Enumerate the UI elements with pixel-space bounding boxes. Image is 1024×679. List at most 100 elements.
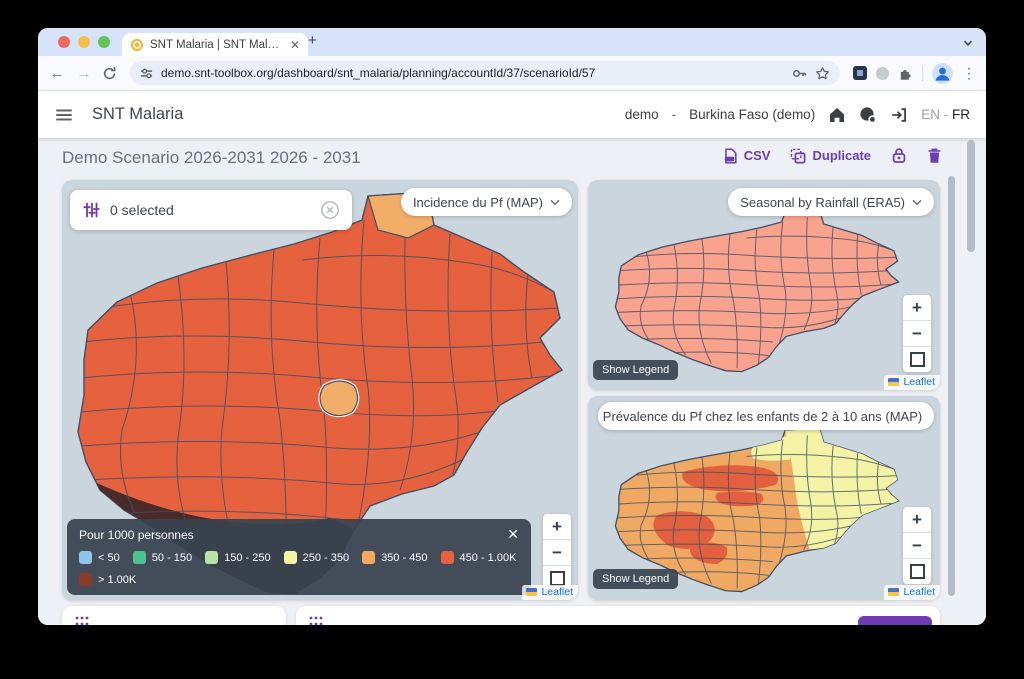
extensions-puzzle-icon[interactable]: [898, 66, 913, 81]
password-key-icon[interactable]: [792, 66, 807, 81]
language-switcher[interactable]: EN - FR: [921, 107, 970, 122]
delete-button[interactable]: [927, 147, 942, 164]
leaflet-link[interactable]: Leaflet: [903, 376, 935, 388]
tab-close-icon[interactable]: ✕: [289, 37, 300, 52]
ukraine-flag-icon: [888, 588, 900, 596]
show-legend-button[interactable]: Show Legend: [593, 569, 679, 589]
app-header: SNT Malaria demo - Burkina Faso (demo) E…: [38, 91, 986, 138]
zoom-out-button[interactable]: −: [543, 540, 571, 566]
legend-close-icon[interactable]: ✕: [507, 526, 519, 542]
zoom-extent-button[interactable]: [903, 347, 931, 372]
zoom-out-button[interactable]: −: [903, 533, 931, 559]
tab-search-chevron-icon[interactable]: [962, 36, 974, 54]
language-en[interactable]: EN: [921, 107, 940, 122]
new-tab-button[interactable]: +: [308, 32, 317, 49]
legend-item: < 50: [79, 551, 120, 564]
leaflet-link[interactable]: Leaflet: [541, 586, 573, 598]
filter-selected-count: 0 selected: [110, 202, 174, 218]
account-name: demo: [624, 107, 659, 122]
zoom-in-button[interactable]: +: [903, 295, 931, 321]
logout-icon[interactable]: [890, 106, 908, 124]
legend-item: 150 - 250: [205, 551, 271, 564]
drag-grid-icon[interactable]: [74, 615, 90, 625]
primary-action-button[interactable]: [858, 616, 932, 625]
map-card-prevalence: Prévalence du Pf chez les enfants de 2 à…: [588, 396, 940, 600]
account-separator: -: [671, 107, 677, 122]
macos-fullscreen-button[interactable]: [98, 36, 110, 48]
workspace-name: Burkina Faso (demo): [689, 107, 816, 122]
extent-square-icon: [909, 352, 925, 367]
chevron-down-icon: [912, 199, 922, 205]
layer-selector-seasonality[interactable]: Seasonal by Rainfall (ERA5): [728, 188, 934, 216]
globe-status-icon[interactable]: [859, 106, 877, 124]
trash-icon: [928, 148, 941, 163]
map-card-incidence: 0 selected Incidence du Pf (MAP) Pour 10…: [62, 180, 578, 600]
zoom-extent-button[interactable]: [903, 559, 931, 584]
export-csv-button[interactable]: CSV: [723, 147, 770, 164]
map-card-seasonality: Seasonal by Rainfall (ERA5) Show Legend …: [588, 180, 940, 390]
legend-item: > 1.00K: [79, 573, 136, 586]
extent-square-icon: [909, 564, 925, 579]
map-zoom-control: + −: [542, 513, 572, 592]
filter-tune-icon: [83, 202, 100, 218]
legend-item: 350 - 450: [362, 551, 428, 564]
org-unit-filter[interactable]: 0 selected: [70, 190, 352, 230]
zoom-in-button[interactable]: +: [543, 514, 571, 540]
bookmark-star-icon[interactable]: [815, 66, 830, 81]
ukraine-flag-icon: [526, 588, 538, 596]
url-text: demo.snt-toolbox.org/dashboard/snt_malar…: [161, 66, 596, 80]
lock-button[interactable]: [891, 147, 907, 164]
chevron-down-icon: [550, 199, 560, 205]
extension-icon[interactable]: [853, 66, 867, 80]
map-zoom-control: + −: [902, 506, 932, 585]
zoom-out-button[interactable]: −: [903, 321, 931, 347]
map-zoom-control: + −: [902, 294, 932, 373]
forward-button[interactable]: →: [76, 64, 92, 82]
layer-selector-incidence[interactable]: Incidence du Pf (MAP): [400, 188, 572, 216]
browser-menu-icon[interactable]: ⋮: [962, 64, 976, 81]
site-settings-icon[interactable]: [140, 67, 153, 80]
zoom-in-button[interactable]: +: [903, 507, 931, 533]
lock-icon: [892, 148, 906, 163]
csv-file-icon: [724, 147, 737, 164]
home-icon[interactable]: [828, 106, 846, 124]
extent-square-icon: [549, 571, 565, 586]
bottom-panel-left: [62, 606, 286, 625]
hamburger-menu-icon[interactable]: [54, 105, 74, 125]
duplicate-icon: [791, 148, 806, 163]
leaflet-attribution: Leaflet: [884, 585, 940, 600]
leaflet-link[interactable]: Leaflet: [903, 586, 935, 598]
filter-clear-button[interactable]: [320, 200, 340, 220]
content-scrollbar[interactable]: [948, 176, 955, 596]
browser-toolbar: ← → demo.snt-toolbox.org/dashboard/snt_m…: [38, 56, 986, 91]
macos-close-button[interactable]: [58, 36, 70, 48]
profile-avatar[interactable]: [932, 62, 953, 84]
ukraine-flag-icon: [888, 378, 900, 386]
favicon: [130, 38, 144, 51]
macos-minimize-button[interactable]: [78, 36, 90, 48]
extension-icon-disabled[interactable]: [876, 66, 889, 80]
app-title: SNT Malaria: [92, 105, 184, 123]
scenario-title: Demo Scenario 2026-2031 2026 - 2031: [62, 148, 361, 167]
choropleth-map-seasonality[interactable]: [606, 206, 908, 374]
browser-tab[interactable]: SNT Malaria | SNT Malaria ✕: [122, 33, 308, 56]
address-bar[interactable]: demo.snt-toolbox.org/dashboard/snt_malar…: [130, 61, 840, 85]
leaflet-attribution: Leaflet: [522, 585, 578, 600]
tab-strip: SNT Malaria | SNT Malaria ✕ +: [38, 28, 986, 56]
layer-selector-prevalence[interactable]: Prévalence du Pf chez les enfants de 2 à…: [598, 402, 934, 430]
show-legend-button[interactable]: Show Legend: [593, 360, 679, 380]
reload-button[interactable]: [102, 66, 117, 81]
duplicate-button[interactable]: Duplicate: [790, 148, 871, 164]
toolbar-divider: [922, 65, 923, 81]
bottom-panel-right: [296, 606, 940, 625]
drag-grid-icon[interactable]: [308, 615, 324, 625]
legend-item: 250 - 350: [283, 551, 349, 564]
choropleth-map-prevalence[interactable]: [606, 424, 908, 594]
tab-title: SNT Malaria | SNT Malaria: [150, 38, 284, 51]
dashboard-content: Demo Scenario 2026-2031 2026 - 2031 CSV …: [38, 137, 986, 625]
scenario-actions: CSV Duplicate: [723, 147, 942, 164]
language-fr[interactable]: FR: [952, 107, 970, 122]
leaflet-attribution: Leaflet: [884, 375, 940, 390]
back-button[interactable]: ←: [49, 64, 65, 82]
page-scrollbar[interactable]: [967, 140, 975, 252]
